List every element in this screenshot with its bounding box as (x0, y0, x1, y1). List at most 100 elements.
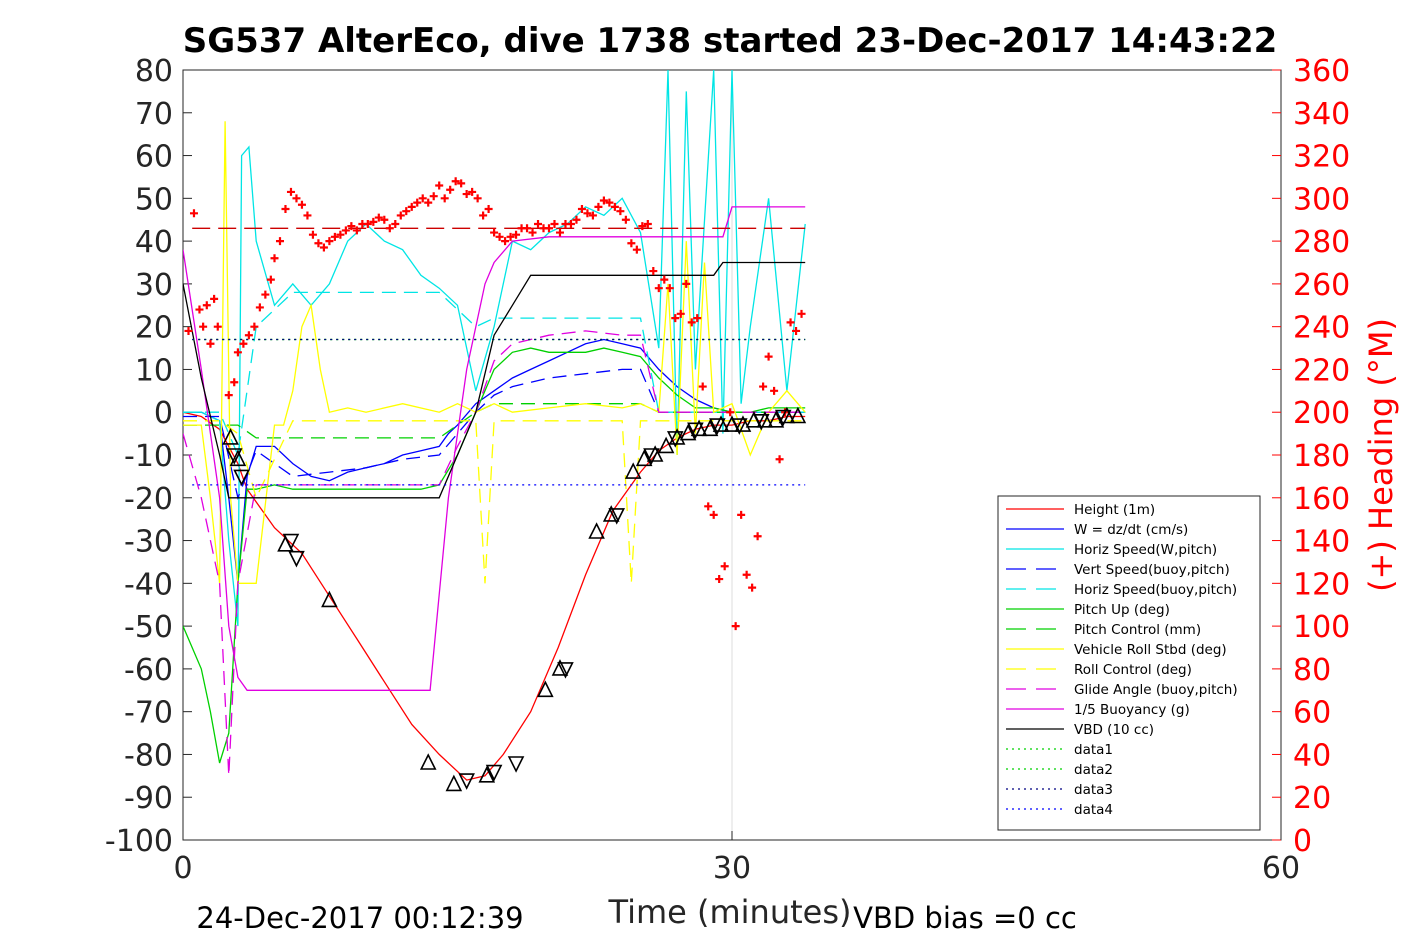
heading-point (468, 187, 477, 196)
up-triangle-marker (478, 766, 496, 783)
heading-point (385, 224, 394, 233)
heading-point (255, 303, 264, 312)
heading-point (396, 211, 405, 220)
heading-point (402, 207, 411, 216)
y2-tick-label: 240 (1293, 311, 1350, 346)
heading-point (286, 187, 295, 196)
heading-point (759, 382, 768, 391)
heading-point (698, 382, 707, 391)
down-triangle-marker (643, 448, 660, 465)
heading-point (261, 290, 270, 299)
heading-point (786, 318, 795, 327)
y-tick-label: 60 (135, 140, 173, 175)
up-triangle-marker (602, 505, 620, 522)
heading-point (627, 239, 636, 248)
heading-point (202, 301, 211, 310)
heading-point (748, 583, 757, 592)
y-tick-label: -100 (105, 824, 173, 859)
heading-point (528, 228, 537, 237)
down-triangle-marker (666, 431, 684, 448)
y-tick-label: 70 (135, 97, 173, 132)
heading-point (610, 202, 619, 211)
plot-area: 80706050403020100-10-20-30-40-50-60-70-8… (105, 54, 1350, 886)
down-triangle-marker (485, 764, 503, 782)
y-tick-label: -90 (124, 781, 173, 816)
up-triangle-marker (588, 522, 605, 539)
legend-label: Height (1m) (1074, 502, 1155, 518)
heading-point (341, 226, 350, 235)
y2-tick-label: 220 (1293, 353, 1350, 388)
heading-point (534, 220, 543, 228)
down-triangle-marker (233, 469, 250, 487)
y-tick-label: 80 (135, 54, 173, 89)
y-tick-label: -30 (124, 525, 173, 560)
y2-tick-label: 320 (1293, 140, 1350, 175)
heading-point (495, 232, 504, 241)
y-tick-label: 50 (135, 182, 173, 217)
y2-tick-label: 280 (1293, 225, 1350, 260)
heading-point (213, 322, 222, 331)
legend-label: Vert Speed(buoy,pitch) (1074, 562, 1230, 578)
heading-point (336, 230, 345, 239)
up-triangle-marker (789, 406, 807, 424)
heading-point (770, 386, 779, 395)
heading-point (206, 339, 215, 348)
y2-tick-label: 100 (1293, 610, 1350, 645)
series-line-w-dz-dt-cm-s (183, 338, 806, 584)
up-triangle-marker (701, 419, 719, 437)
heading-point (308, 230, 317, 239)
heading-point (671, 314, 680, 323)
y-tick-label: 30 (135, 268, 173, 303)
heading-point (418, 194, 427, 203)
up-triangle-marker (229, 449, 247, 467)
y2-tick-label: 60 (1293, 696, 1331, 731)
heading-point (523, 224, 532, 233)
y2-tick-label: 140 (1293, 525, 1350, 560)
up-triangle-marker (657, 436, 675, 454)
heading-point (330, 232, 339, 241)
legend-label: Vehicle Roll Stbd (deg) (1074, 642, 1227, 658)
down-triangle-marker (507, 756, 525, 773)
up-triangle-marker (679, 423, 697, 441)
heading-point (446, 185, 455, 194)
legend-label: data3 (1074, 782, 1113, 798)
series-line-vbd-10-cc (183, 261, 806, 499)
heading-point (189, 209, 198, 218)
y2-tick-label: 200 (1293, 396, 1350, 431)
legend-box (997, 495, 1261, 831)
y-tick-label: -50 (124, 610, 173, 645)
y2-tick-label: 0 (1293, 824, 1312, 859)
heading-point (616, 207, 625, 216)
legend-label: W = dz/dt (cm/s) (1074, 522, 1188, 538)
heading-point (676, 309, 685, 318)
heading-point (297, 200, 306, 209)
down-triangle-marker (731, 418, 748, 435)
y-tick-label: -20 (124, 482, 173, 517)
y-tick-label: -10 (124, 439, 173, 474)
heading-point (775, 455, 784, 464)
heading-point (457, 179, 466, 188)
heading-point (451, 177, 460, 186)
legend-label: VBD (10 cc) (1074, 722, 1154, 738)
heading-point (275, 237, 284, 246)
heading-point (621, 215, 630, 224)
heading-point (572, 215, 581, 224)
heading-point (726, 408, 735, 417)
legend-label: data1 (1074, 742, 1113, 758)
footer-timestamp: 24-Dec-2017 00:12:39 (196, 901, 523, 935)
y-tick-label: -70 (124, 696, 173, 731)
heading-point (792, 326, 801, 335)
heading-point (643, 220, 652, 228)
heading-point (195, 305, 204, 314)
heading-point (649, 267, 658, 276)
y-tick-label: -80 (124, 738, 173, 773)
footer-vbd-bias: VBD bias =0 cc (853, 901, 1077, 935)
heading-point (319, 243, 328, 252)
up-triangle-marker (778, 406, 796, 424)
y2-tick-label: 340 (1293, 97, 1350, 132)
heading-point (715, 575, 724, 584)
heading-point (742, 570, 751, 579)
legend-label: Glide Angle (buoy,pitch) (1074, 682, 1238, 698)
legend-label: Horiz Speed(buoy,pitch) (1074, 582, 1237, 598)
heading-point (588, 211, 597, 220)
